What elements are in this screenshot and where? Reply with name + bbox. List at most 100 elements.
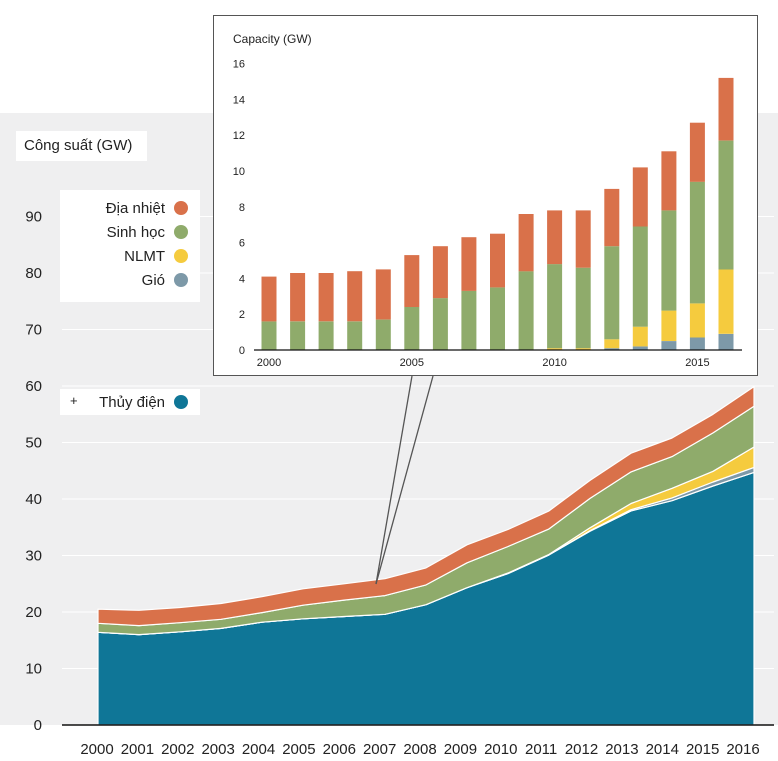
legend-label: Gió bbox=[141, 271, 165, 289]
inset-y-tick-label: 8 bbox=[239, 202, 245, 214]
legend: Địa nhiệt Sinh học NLMT Gió bbox=[60, 190, 200, 302]
y-tick-label: 40 bbox=[25, 491, 42, 508]
inset-bar-Sinh học bbox=[404, 307, 420, 350]
x-tick-label: 2015 bbox=[686, 741, 719, 758]
x-tick-label: 2014 bbox=[646, 741, 679, 758]
inset-bar-Sinh học bbox=[518, 271, 534, 350]
x-tick-label: 2009 bbox=[444, 741, 477, 758]
inset-bar-NLMT bbox=[632, 326, 648, 347]
inset-y-tick-label: 12 bbox=[233, 130, 245, 142]
inset-bar-Địa nhiệt bbox=[432, 246, 448, 299]
y-tick-label: 10 bbox=[25, 661, 42, 678]
inset-y-tick-label: 4 bbox=[239, 273, 245, 285]
inset-bar-Gió bbox=[718, 333, 734, 350]
legend-label: NLMT bbox=[124, 247, 165, 265]
main-y-tick-labels: 0 10 20 30 40 50 60 70 80 90 bbox=[25, 209, 42, 735]
y-tick-label: 30 bbox=[25, 548, 42, 565]
inset-bar-Địa nhiệt bbox=[689, 122, 705, 182]
main-x-tick-labels: 2000 2001 2002 2003 2004 2005 2006 2007 2008 2009… bbox=[80, 741, 759, 758]
inset-bar-Địa nhiệt bbox=[661, 151, 677, 211]
x-tick-label: 2016 bbox=[726, 741, 759, 758]
legend-dot-icon bbox=[174, 201, 188, 215]
inset-x-tick-label: 2000 bbox=[257, 357, 281, 369]
inset-bar-Sinh học bbox=[347, 321, 363, 350]
legend-item-hydro: + Thủy điện bbox=[60, 389, 200, 415]
inset-bar-Gió bbox=[632, 346, 648, 350]
x-tick-label: 2012 bbox=[565, 741, 598, 758]
inset-x-tick-label: 2010 bbox=[542, 357, 566, 369]
legend-row-hydro: Thủy điện bbox=[99, 391, 188, 413]
area-series-Địa nhiệt bbox=[97, 386, 755, 627]
x-tick-label: 2005 bbox=[282, 741, 315, 758]
inset-bar-Địa nhiệt bbox=[261, 276, 277, 322]
inset-bar-Sinh học bbox=[375, 319, 391, 350]
inset-y-axis-label: Capacity (GW) bbox=[233, 32, 312, 46]
inset-bar-Sinh học bbox=[290, 321, 306, 350]
x-tick-label: 2013 bbox=[605, 741, 638, 758]
y-tick-label: 60 bbox=[25, 378, 42, 395]
inset-bar-Địa nhiệt bbox=[461, 237, 477, 291]
inset-bar-Địa nhiệt bbox=[318, 273, 334, 322]
inset-bar-NLMT bbox=[661, 310, 677, 341]
inset-y-tick-label: 0 bbox=[239, 345, 245, 357]
inset-bar-Sinh học bbox=[689, 181, 705, 304]
x-tick-label: 2000 bbox=[80, 741, 113, 758]
legend-item-geothermal: Địa nhiệt bbox=[106, 197, 188, 219]
inset-bar-Địa nhiệt bbox=[375, 269, 391, 320]
y-tick-label: 0 bbox=[34, 717, 42, 734]
inset-bar-Sinh học bbox=[632, 226, 648, 327]
x-tick-label: 2004 bbox=[242, 741, 275, 758]
legend-dot-icon bbox=[174, 225, 188, 239]
inset-bar-Sinh học bbox=[432, 298, 448, 350]
inset-bar-Địa nhiệt bbox=[404, 255, 420, 307]
inset-x-tick-label: 2005 bbox=[400, 357, 424, 369]
x-tick-label: 2011 bbox=[525, 741, 557, 758]
inset-bar-Địa nhiệt bbox=[575, 210, 591, 268]
x-tick-label: 2002 bbox=[161, 741, 194, 758]
inset-bar-Địa nhiệt bbox=[518, 214, 534, 272]
legend-label: Thủy điện bbox=[99, 393, 165, 411]
inset-y-tick-label: 6 bbox=[239, 238, 245, 250]
inset-bar-Sinh học bbox=[604, 246, 620, 340]
x-tick-label: 2010 bbox=[484, 741, 517, 758]
inset-x-tick-labels: 2000 2005 2010 2015 bbox=[257, 357, 710, 369]
x-tick-label: 2001 bbox=[121, 741, 154, 758]
inset-bar-Địa nhiệt bbox=[718, 77, 734, 141]
inset-bar-Sinh học bbox=[490, 287, 505, 350]
x-tick-label: 2003 bbox=[201, 741, 234, 758]
inset-bar-NLMT bbox=[689, 303, 705, 338]
inset-x-tick-label: 2015 bbox=[685, 357, 709, 369]
inset-bar-Sinh học bbox=[547, 264, 563, 349]
inset-bar-Gió bbox=[661, 341, 677, 350]
inset-bar-Địa nhiệt bbox=[632, 167, 648, 227]
inset-y-tick-label: 16 bbox=[233, 59, 245, 71]
main-y-axis-label: Công suất (GW) bbox=[16, 131, 147, 161]
legend-dot-icon bbox=[174, 249, 188, 263]
inset-panel: 0 2 4 6 8 10 12 14 16 2000 2005 2010 2015 Capacity … bbox=[213, 15, 758, 376]
x-tick-label: 2007 bbox=[363, 741, 396, 758]
y-tick-label: 20 bbox=[25, 604, 42, 621]
inset-y-tick-label: 14 bbox=[233, 94, 245, 106]
y-tick-label: 50 bbox=[25, 435, 42, 452]
y-tick-label: 70 bbox=[25, 322, 42, 339]
inset-bar-Địa nhiệt bbox=[604, 188, 620, 247]
inset-bar-Địa nhiệt bbox=[347, 271, 363, 322]
inset-bar-Sinh học bbox=[575, 267, 591, 349]
legend-item-solar: NLMT bbox=[124, 245, 188, 267]
x-tick-label: 2008 bbox=[403, 741, 436, 758]
legend-label: Sinh học bbox=[106, 223, 165, 241]
inset-bar-Sinh học bbox=[318, 321, 334, 350]
inset-bar-Sinh học bbox=[261, 321, 277, 350]
x-tick-label: 2006 bbox=[323, 741, 356, 758]
inset-y-tick-label: 2 bbox=[239, 309, 245, 321]
y-tick-label: 90 bbox=[25, 209, 42, 226]
legend-dot-icon bbox=[174, 273, 188, 287]
inset-y-tick-label: 10 bbox=[233, 166, 245, 178]
plus-icon: + bbox=[70, 393, 78, 408]
inset-bar-Sinh học bbox=[461, 290, 477, 350]
inset-callout-lines bbox=[375, 375, 434, 585]
legend-dot-icon bbox=[174, 395, 188, 409]
inset-y-tick-labels: 0 2 4 6 8 10 12 14 16 bbox=[233, 59, 245, 357]
inset-bar-Gió bbox=[689, 337, 705, 350]
inset-bar-Sinh học bbox=[718, 140, 734, 270]
